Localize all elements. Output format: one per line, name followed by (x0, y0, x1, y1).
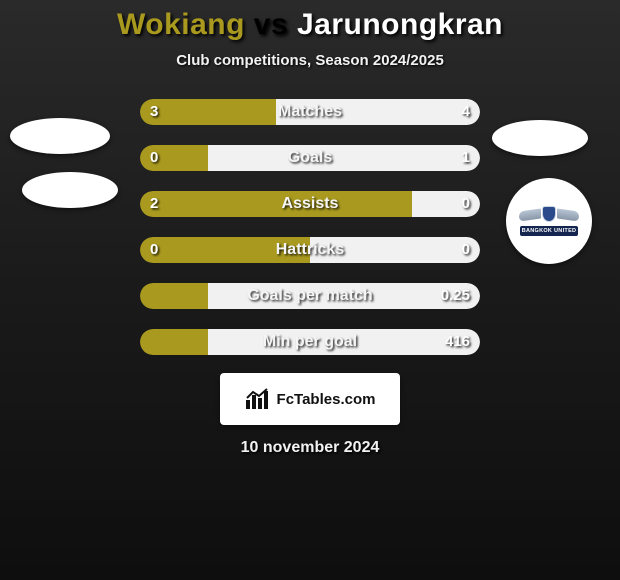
stat-row: Goals per match0.25 (0, 283, 620, 309)
bar-right (208, 329, 480, 355)
bar-track (140, 283, 480, 309)
bar-right (310, 237, 480, 263)
bar-track (140, 145, 480, 171)
bar-right (208, 283, 480, 309)
bar-right (276, 99, 480, 125)
stat-value-right: 4 (462, 99, 470, 125)
page-title: Wokiang vs Jarunongkran (0, 8, 620, 42)
title-vs: vs (245, 8, 297, 41)
bar-track (140, 329, 480, 355)
bar-left (140, 283, 208, 309)
title-left: Wokiang (117, 8, 245, 41)
stat-value-right: 0 (462, 191, 470, 217)
title-right: Jarunongkran (297, 8, 503, 41)
stat-row: Assists20 (0, 191, 620, 217)
bar-right (208, 145, 480, 171)
bar-track (140, 191, 480, 217)
brand-icon (245, 388, 271, 410)
stat-value-right: 416 (445, 329, 470, 355)
stat-value-left: 0 (150, 237, 158, 263)
bar-left (140, 99, 276, 125)
infographic: Wokiang vs Jarunongkran Club competition… (0, 0, 620, 580)
brand-box: FcTables.com (220, 373, 400, 425)
stat-row: Matches34 (0, 99, 620, 125)
bar-left (140, 191, 412, 217)
stat-value-left: 2 (150, 191, 158, 217)
brand-text: FcTables.com (277, 391, 376, 408)
stat-row: Min per goal416 (0, 329, 620, 355)
stat-value-right: 0 (462, 237, 470, 263)
bar-left (140, 237, 310, 263)
stat-value-right: 1 (462, 145, 470, 171)
bar-left (140, 329, 208, 355)
stat-row: Hattricks00 (0, 237, 620, 263)
bar-track (140, 99, 480, 125)
stat-value-left: 0 (150, 145, 158, 171)
club-banner: BANGKOK UNITED (520, 226, 578, 236)
stat-value-left: 3 (150, 99, 158, 125)
subtitle: Club competitions, Season 2024/2025 (0, 52, 620, 69)
stat-row: Goals01 (0, 145, 620, 171)
date: 10 november 2024 (0, 439, 620, 457)
stat-value-right: 0.25 (441, 283, 470, 309)
bar-track (140, 237, 480, 263)
